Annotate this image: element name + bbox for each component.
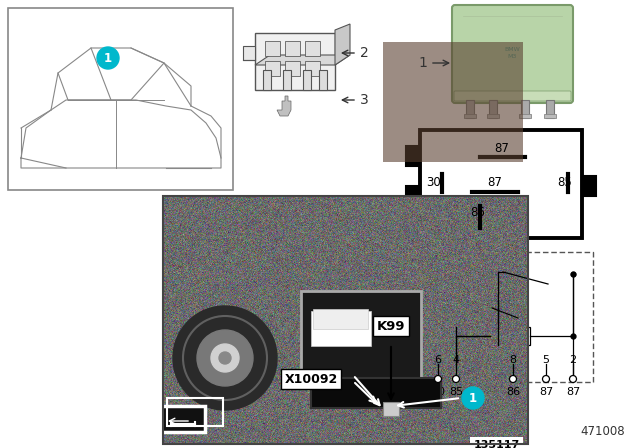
Text: 2: 2 <box>570 355 577 365</box>
Bar <box>464 114 476 118</box>
Bar <box>285 61 300 76</box>
Bar <box>546 100 554 118</box>
Bar <box>22 128 44 136</box>
Bar <box>255 33 335 90</box>
Circle shape <box>435 375 442 383</box>
Bar <box>406 146 420 166</box>
Bar <box>305 61 320 76</box>
Text: 85: 85 <box>449 387 463 397</box>
Polygon shape <box>335 24 350 65</box>
Text: 87: 87 <box>539 387 553 397</box>
Text: X10092: X10092 <box>284 372 338 385</box>
Bar <box>490 327 530 345</box>
Bar <box>519 114 531 118</box>
Bar <box>167 398 223 426</box>
Bar <box>420 130 582 238</box>
Text: 1: 1 <box>418 56 427 70</box>
Bar <box>383 402 399 416</box>
Text: 86: 86 <box>470 206 485 219</box>
Bar <box>313 309 368 329</box>
Bar <box>8 8 233 190</box>
Text: 6: 6 <box>435 355 442 365</box>
Text: 87: 87 <box>566 387 580 397</box>
Bar <box>418 252 593 382</box>
Bar <box>285 41 300 56</box>
Bar <box>163 196 528 444</box>
Text: 87: 87 <box>488 176 502 189</box>
Bar <box>301 291 421 381</box>
Bar <box>582 176 596 196</box>
Text: 1: 1 <box>104 52 112 65</box>
FancyBboxPatch shape <box>454 91 571 101</box>
Bar <box>490 300 520 322</box>
Circle shape <box>570 375 577 383</box>
Bar <box>265 61 280 76</box>
Bar <box>544 114 556 118</box>
Circle shape <box>173 306 277 410</box>
Polygon shape <box>255 55 350 65</box>
Bar <box>487 114 499 118</box>
Text: 3: 3 <box>360 93 369 107</box>
Circle shape <box>97 47 119 69</box>
Bar <box>383 42 523 162</box>
Text: 86: 86 <box>506 387 520 397</box>
Bar <box>521 100 529 118</box>
Circle shape <box>211 344 239 372</box>
Circle shape <box>509 375 516 383</box>
Circle shape <box>462 387 484 409</box>
Bar <box>406 186 420 206</box>
Text: 471008: 471008 <box>580 425 625 438</box>
Text: 2: 2 <box>360 46 369 60</box>
Bar <box>319 70 327 90</box>
Circle shape <box>219 352 231 364</box>
Text: 30: 30 <box>427 176 442 189</box>
Bar <box>303 70 311 90</box>
Text: BMW
M3: BMW M3 <box>504 47 520 59</box>
Text: 30: 30 <box>431 387 445 397</box>
FancyBboxPatch shape <box>452 5 573 103</box>
Text: 87: 87 <box>495 142 509 155</box>
Bar <box>265 41 280 56</box>
Bar <box>283 70 291 90</box>
Bar <box>466 100 474 118</box>
Text: 5: 5 <box>543 355 550 365</box>
Text: 8: 8 <box>509 355 516 365</box>
Bar <box>311 311 371 346</box>
Bar <box>305 41 320 56</box>
Text: K99: K99 <box>377 319 405 332</box>
Text: 135117: 135117 <box>474 440 520 448</box>
Text: 1: 1 <box>469 392 477 405</box>
Text: 4: 4 <box>452 355 460 365</box>
Circle shape <box>197 330 253 386</box>
Circle shape <box>452 375 460 383</box>
Bar <box>263 70 271 90</box>
Bar <box>311 378 441 408</box>
Bar <box>243 46 255 60</box>
Circle shape <box>543 375 550 383</box>
Polygon shape <box>277 96 291 116</box>
Text: 85: 85 <box>557 176 572 189</box>
Bar <box>161 406 205 432</box>
Bar <box>489 100 497 118</box>
